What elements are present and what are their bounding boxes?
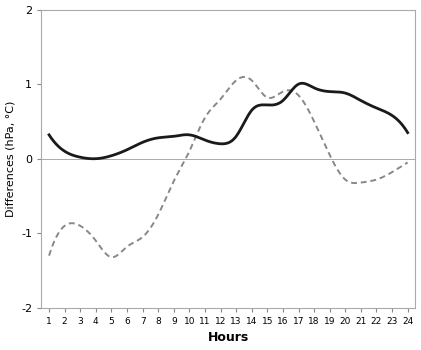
- Y-axis label: Differences (hPa, °C): Differences (hPa, °C): [5, 100, 16, 217]
- X-axis label: Hours: Hours: [208, 331, 249, 344]
